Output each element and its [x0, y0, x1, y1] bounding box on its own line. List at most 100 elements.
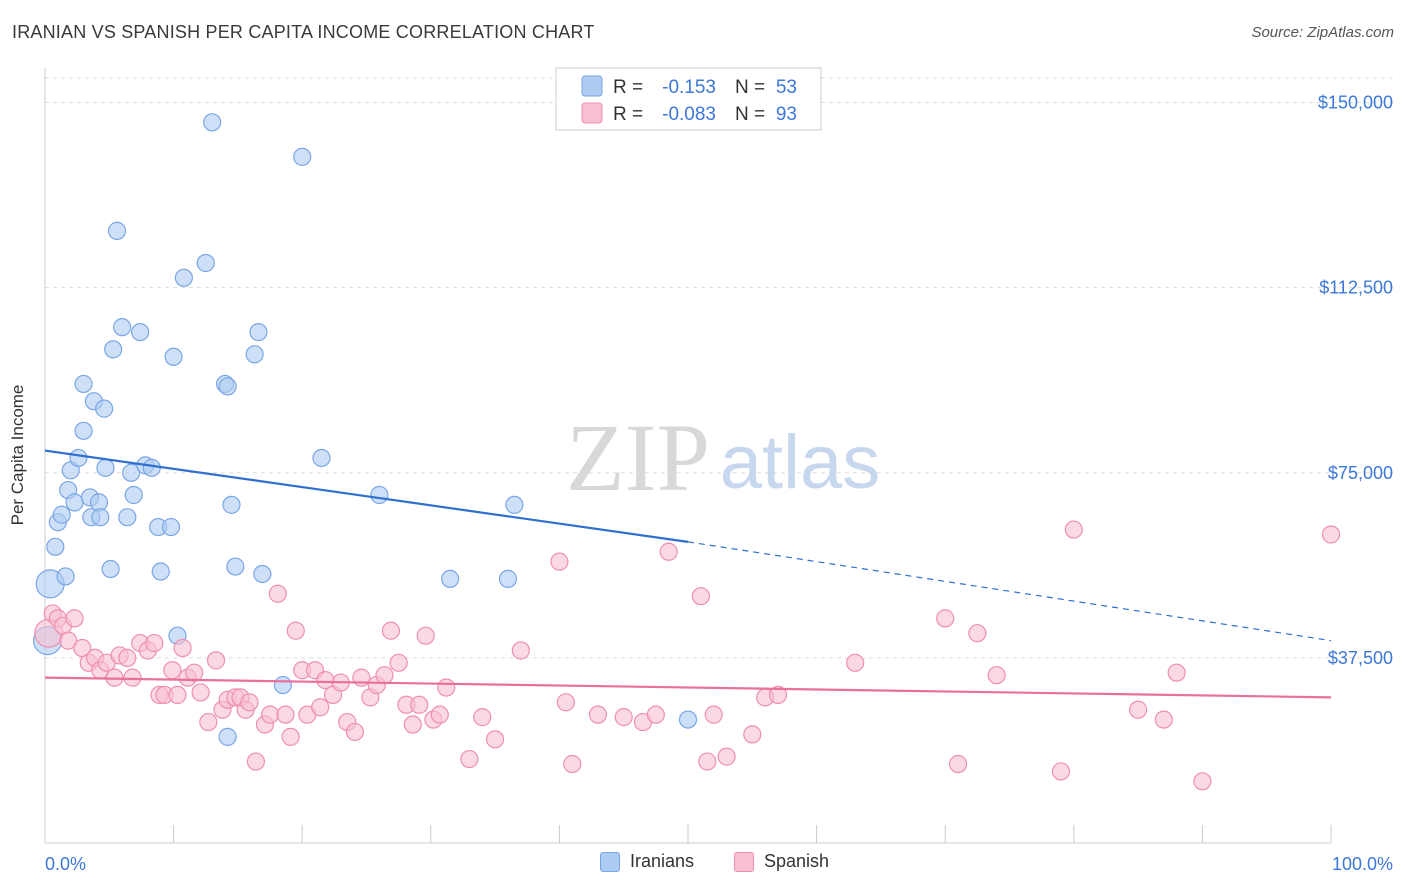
spanish-point-68 — [557, 694, 574, 711]
iranians-point-28 — [143, 459, 160, 476]
iranians-point-25 — [125, 486, 142, 503]
iranians-point-26 — [132, 324, 149, 341]
spanish-point-73 — [647, 706, 664, 723]
spanish-point-69 — [564, 756, 581, 773]
iranians-point-11 — [75, 375, 92, 392]
spanish-point-67 — [551, 553, 568, 570]
legend-item-iranians[interactable]: Iranians — [600, 851, 694, 872]
iranians-point-34 — [175, 269, 192, 286]
spanish-point-82 — [847, 654, 864, 671]
spanish-point-64 — [474, 709, 491, 726]
iranians-point-23 — [119, 509, 136, 526]
spanish-point-55 — [390, 654, 407, 671]
legend-box: R = -0.153 N = 53 R = -0.083 N = 93 — [556, 68, 821, 130]
spanish-point-88 — [1065, 521, 1082, 538]
spanish-point-87 — [1052, 763, 1069, 780]
spanish-point-44 — [312, 699, 329, 716]
spanish-point-25 — [192, 684, 209, 701]
spanish-point-13 — [119, 649, 136, 666]
spanish-point-63 — [461, 751, 478, 768]
iranians-point-21 — [109, 222, 126, 239]
spanish-point-37 — [269, 585, 286, 602]
iranians-point-40 — [227, 558, 244, 575]
spanish-point-83 — [937, 610, 954, 627]
iranians-point-36 — [204, 114, 221, 131]
iranians-point-42 — [250, 324, 267, 341]
spanish-point-27 — [208, 652, 225, 669]
iranians-point-19 — [102, 561, 119, 578]
iranians-point-10 — [75, 422, 92, 439]
spanish-point-22 — [174, 640, 191, 657]
legend-n-label-iranians: N = — [735, 77, 765, 98]
iranians-point-49 — [499, 570, 516, 587]
iranians-point-46 — [313, 449, 330, 466]
iranians-point-8 — [66, 494, 83, 511]
spanish-point-57 — [404, 716, 421, 733]
iranians-point-39 — [223, 496, 240, 513]
iranians-point-17 — [96, 400, 113, 417]
iranians-point-47 — [371, 486, 388, 503]
iranians-point-44 — [274, 677, 291, 694]
legend-r-label-spanish: R = — [613, 104, 643, 125]
spanish-point-93 — [1323, 526, 1340, 543]
spanish-point-40 — [287, 622, 304, 639]
spanish-point-70 — [589, 706, 606, 723]
spanish-point-33 — [241, 694, 258, 711]
spanish-point-59 — [417, 627, 434, 644]
spanish-point-92 — [1194, 773, 1211, 790]
spanish-point-90 — [1155, 711, 1172, 728]
spanish-point-21 — [169, 686, 186, 703]
iranians-point-52 — [219, 728, 236, 745]
spanish-point-39 — [282, 728, 299, 745]
spanish-point-78 — [718, 748, 735, 765]
iranians-point-48 — [442, 570, 459, 587]
spanish-point-49 — [346, 723, 363, 740]
legend-label-spanish: Spanish — [764, 851, 829, 872]
iranians-point-22 — [114, 319, 131, 336]
watermark-atlas: atlas — [720, 420, 881, 505]
spanish-point-5 — [66, 610, 83, 627]
bottom-legend: Iranians Spanish — [0, 851, 1406, 879]
legend-swatch-iranians — [582, 76, 602, 96]
iranians-point-2 — [47, 538, 64, 555]
spanish-point-62 — [438, 679, 455, 696]
spanish-point-86 — [988, 667, 1005, 684]
spanish-point-75 — [692, 588, 709, 605]
legend-swatch-iranians-bottom — [600, 852, 620, 872]
y-tick-labels: $37,500$75,000$112,500$150,000 — [1318, 93, 1393, 668]
spanish-point-38 — [277, 706, 294, 723]
spanish-point-17 — [146, 635, 163, 652]
iranians-point-20 — [105, 341, 122, 358]
spanish-point-24 — [186, 664, 203, 681]
iranians-point-18 — [97, 459, 114, 476]
spanish-point-89 — [1130, 701, 1147, 718]
spanish-point-76 — [699, 753, 716, 770]
iranians-point-35 — [197, 254, 214, 271]
legend-r-label-iranians: R = — [613, 77, 643, 98]
y-tick-label-2: $112,500 — [1319, 278, 1393, 298]
spanish-point-71 — [615, 709, 632, 726]
spanish-point-53 — [376, 667, 393, 684]
spanish-point-14 — [124, 669, 141, 686]
spanish-point-77 — [705, 706, 722, 723]
iranians-point-30 — [152, 563, 169, 580]
iranians-point-43 — [254, 565, 271, 582]
y-tick-label-3: $150,000 — [1318, 93, 1393, 113]
spanish-point-34 — [247, 753, 264, 770]
iranians-point-31 — [163, 519, 180, 536]
y-tick-label-1: $75,000 — [1328, 463, 1393, 483]
spanish-point-79 — [744, 726, 761, 743]
spanish-point-61 — [431, 706, 448, 723]
legend-n-value-spanish: 93 — [776, 104, 797, 125]
watermark-zip: ZIP — [566, 404, 710, 511]
gridlines — [45, 78, 1395, 658]
legend-swatch-spanish-bottom — [734, 852, 754, 872]
iranians-point-16 — [92, 509, 109, 526]
legend-item-spanish[interactable]: Spanish — [734, 851, 829, 872]
spanish-point-36 — [262, 706, 279, 723]
spanish-point-26 — [200, 714, 217, 731]
iranians-point-4 — [53, 506, 70, 523]
iranians-point-41 — [246, 346, 263, 363]
legend-label-iranians: Iranians — [630, 851, 694, 872]
